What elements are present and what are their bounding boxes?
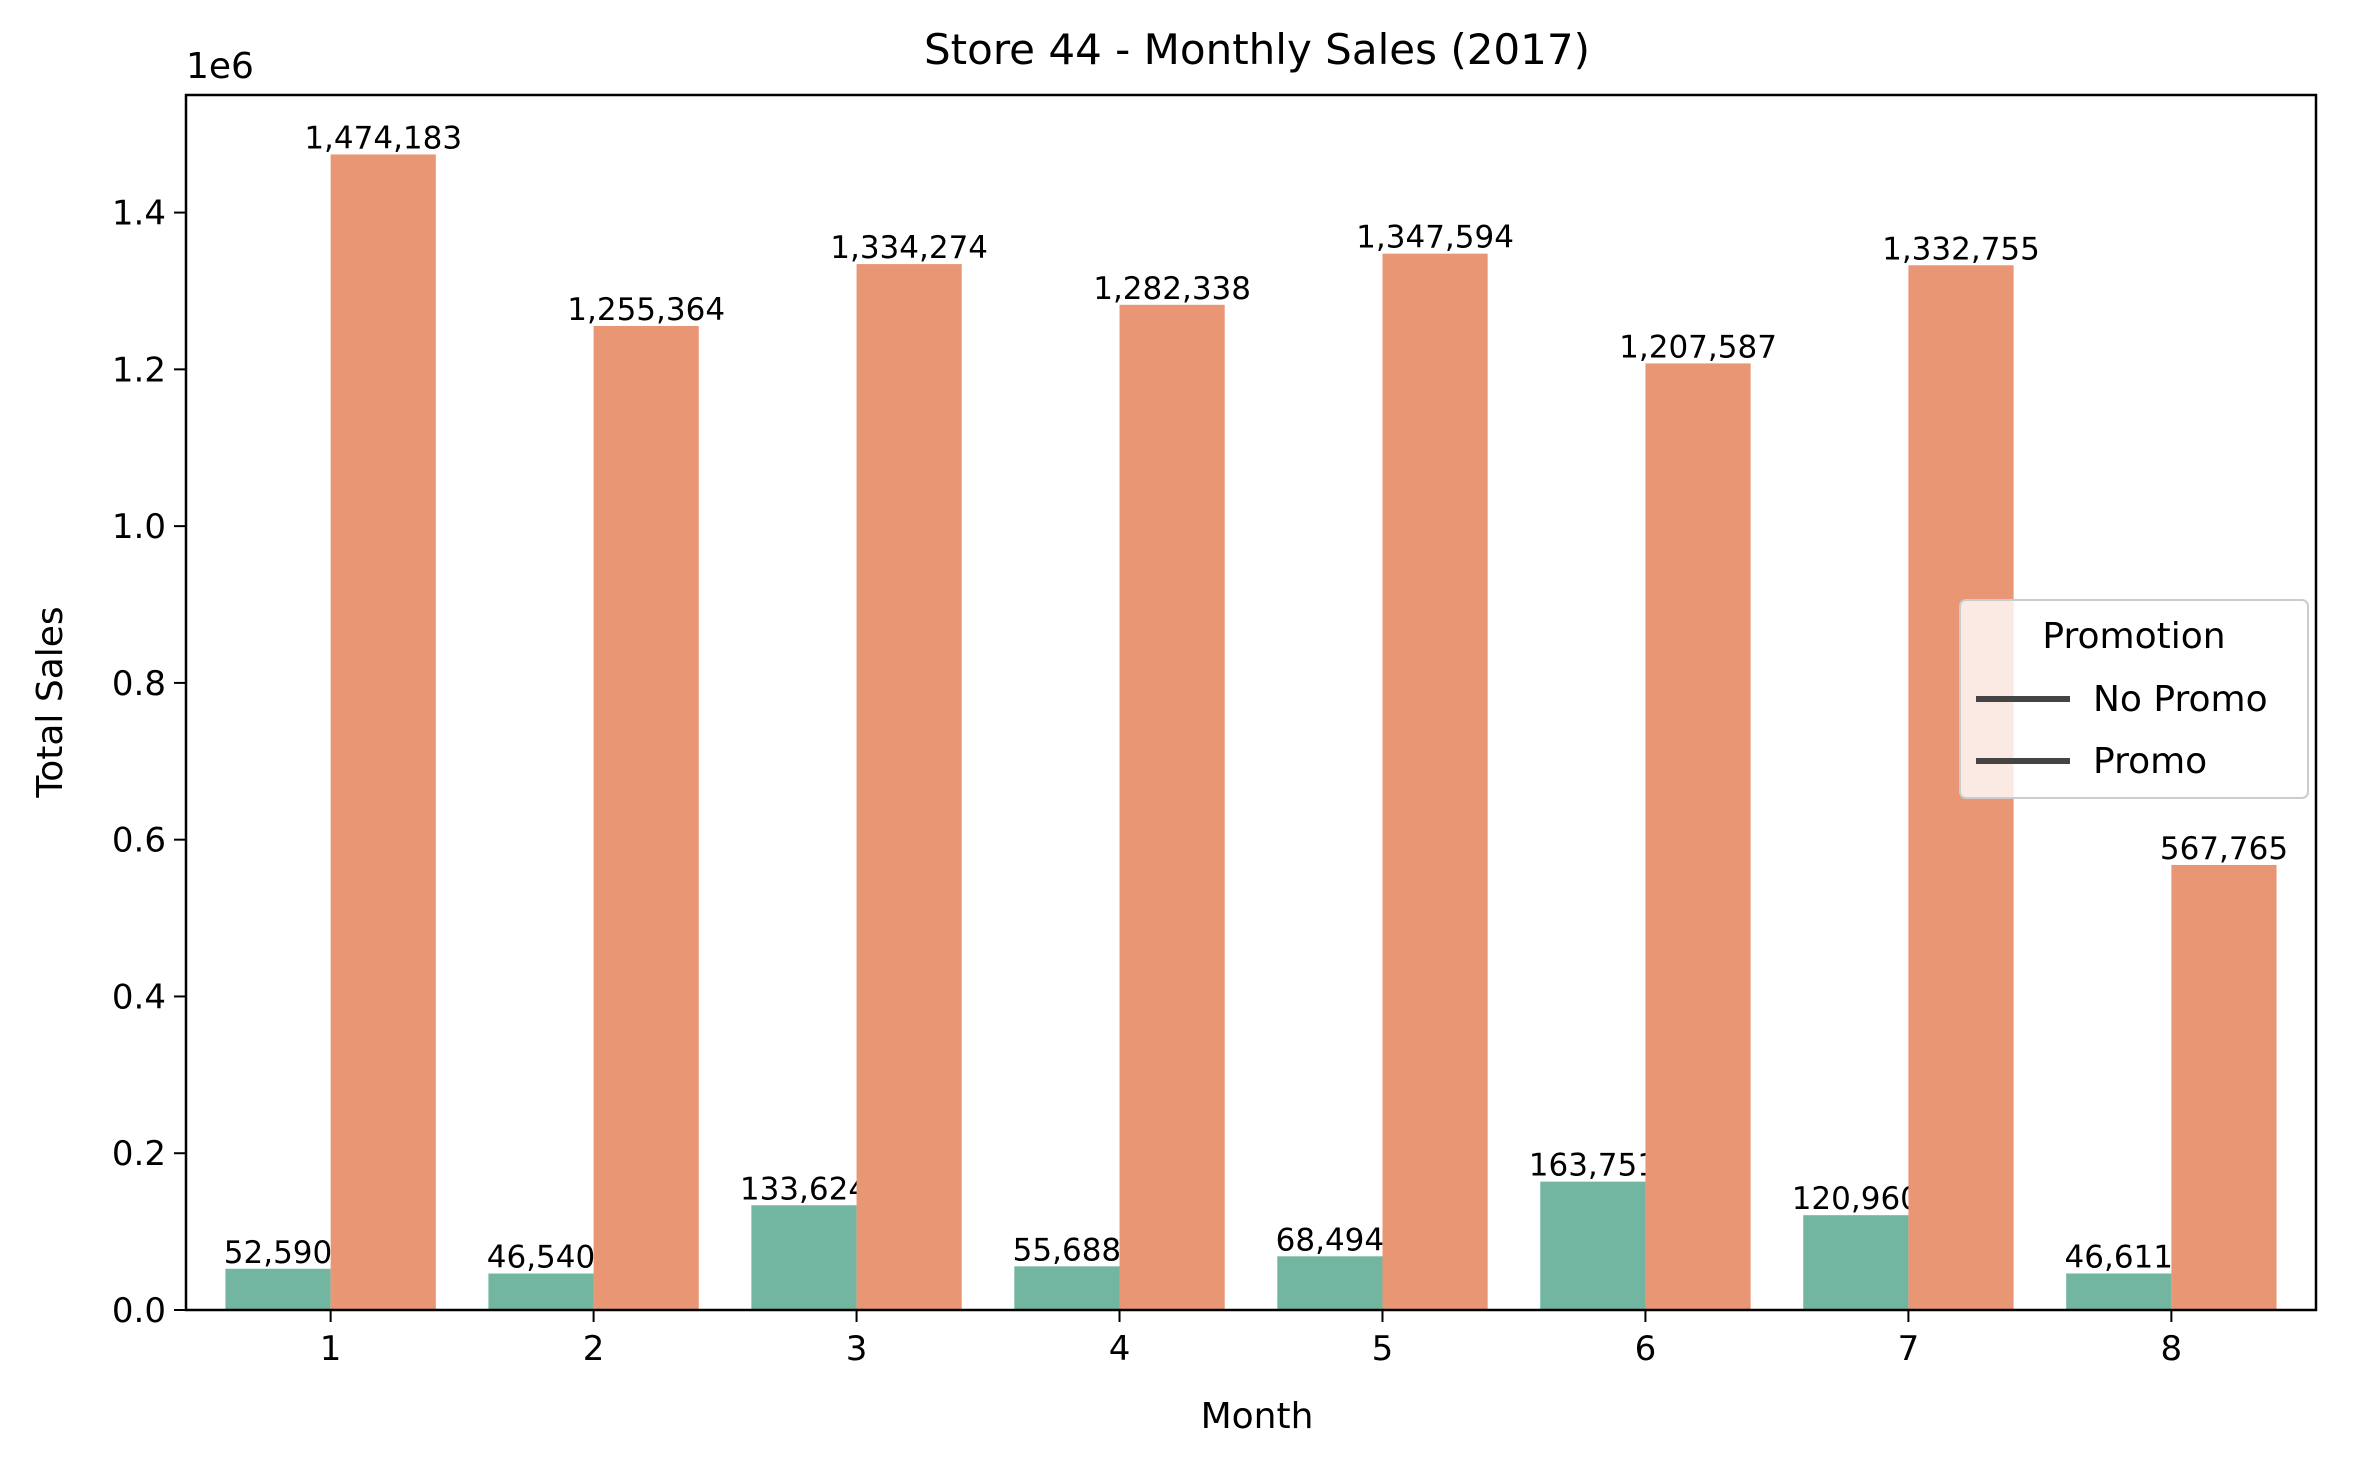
plot-frame [184, 93, 2318, 1312]
y-tick-label: 0.6 [112, 821, 166, 861]
data-label: 46,611 [2065, 1239, 2173, 1275]
chart-title: Store 44 - Monthly Sales (2017) [924, 25, 1590, 74]
x-tick-label: 5 [1372, 1329, 1394, 1369]
x-tick-label: 3 [846, 1329, 868, 1369]
y-tick-label: 0.8 [112, 664, 166, 704]
bar [488, 1273, 594, 1310]
data-label: 1,347,594 [1356, 220, 1514, 256]
bar [751, 1205, 857, 1310]
legend-title: Promotion [2042, 616, 2225, 657]
data-label: 133,624 [740, 1171, 868, 1207]
data-label: 46,540 [487, 1240, 595, 1276]
y-tick-label: 1.4 [112, 194, 166, 234]
data-label: 52,590 [224, 1235, 332, 1271]
data-label: 55,688 [1013, 1232, 1121, 1268]
bar [1540, 1181, 1646, 1310]
data-label: 163,751 [1529, 1148, 1657, 1184]
y-tick-label: 0.0 [112, 1291, 166, 1331]
x-tick-label: 8 [2161, 1329, 2183, 1369]
bar [593, 325, 699, 1310]
bar [1382, 253, 1488, 1311]
x-tick-label: 7 [1898, 1329, 1920, 1369]
bar [225, 1268, 331, 1310]
data-label: 1,255,364 [567, 292, 725, 328]
bar [1803, 1215, 1909, 1310]
bar [1277, 1256, 1383, 1310]
y-tick-label: 1.0 [112, 507, 166, 547]
data-label: 567,765 [2160, 831, 2288, 867]
bar [1014, 1266, 1120, 1310]
data-label: 1,334,274 [830, 230, 988, 266]
x-tick-label: 6 [1635, 1329, 1657, 1369]
y-offset-label: 1e6 [186, 46, 254, 87]
bar [1119, 304, 1225, 1310]
x-tick-label: 1 [320, 1329, 342, 1369]
bar [2171, 864, 2277, 1310]
data-label: 1,282,338 [1093, 271, 1251, 307]
legend-label-no-promo: No Promo [2093, 679, 2268, 720]
data-label: 68,494 [1276, 1222, 1384, 1258]
legend-label-promo: Promo [2093, 741, 2207, 782]
y-tick-label: 0.2 [112, 1134, 166, 1174]
bar [2066, 1273, 2172, 1310]
y-tick-label: 0.4 [112, 977, 166, 1017]
data-label: 1,332,755 [1882, 231, 2040, 267]
legend: Promotion No Promo Promo [1959, 599, 2309, 799]
y-tick-label: 1.2 [112, 350, 166, 390]
legend-box [1959, 599, 2309, 799]
data-label: 1,474,183 [304, 120, 462, 156]
x-tick-label: 4 [1109, 1329, 1131, 1369]
y-axis-label: Total Sales [30, 606, 71, 798]
bar [1645, 363, 1751, 1311]
plot-area: 0.0 0.2 0.4 0.6 0.8 1.0 1.2 1.4 1 2 3 4 5 6 7 8 52,590 46… [112, 120, 2288, 1369]
bar [330, 154, 436, 1310]
data-label: 1,207,587 [1619, 329, 1777, 365]
bar [856, 264, 962, 1311]
x-axis-label: Month [1201, 1396, 1314, 1437]
data-label: 120,960 [1792, 1181, 1920, 1217]
x-tick-label: 2 [583, 1329, 605, 1369]
